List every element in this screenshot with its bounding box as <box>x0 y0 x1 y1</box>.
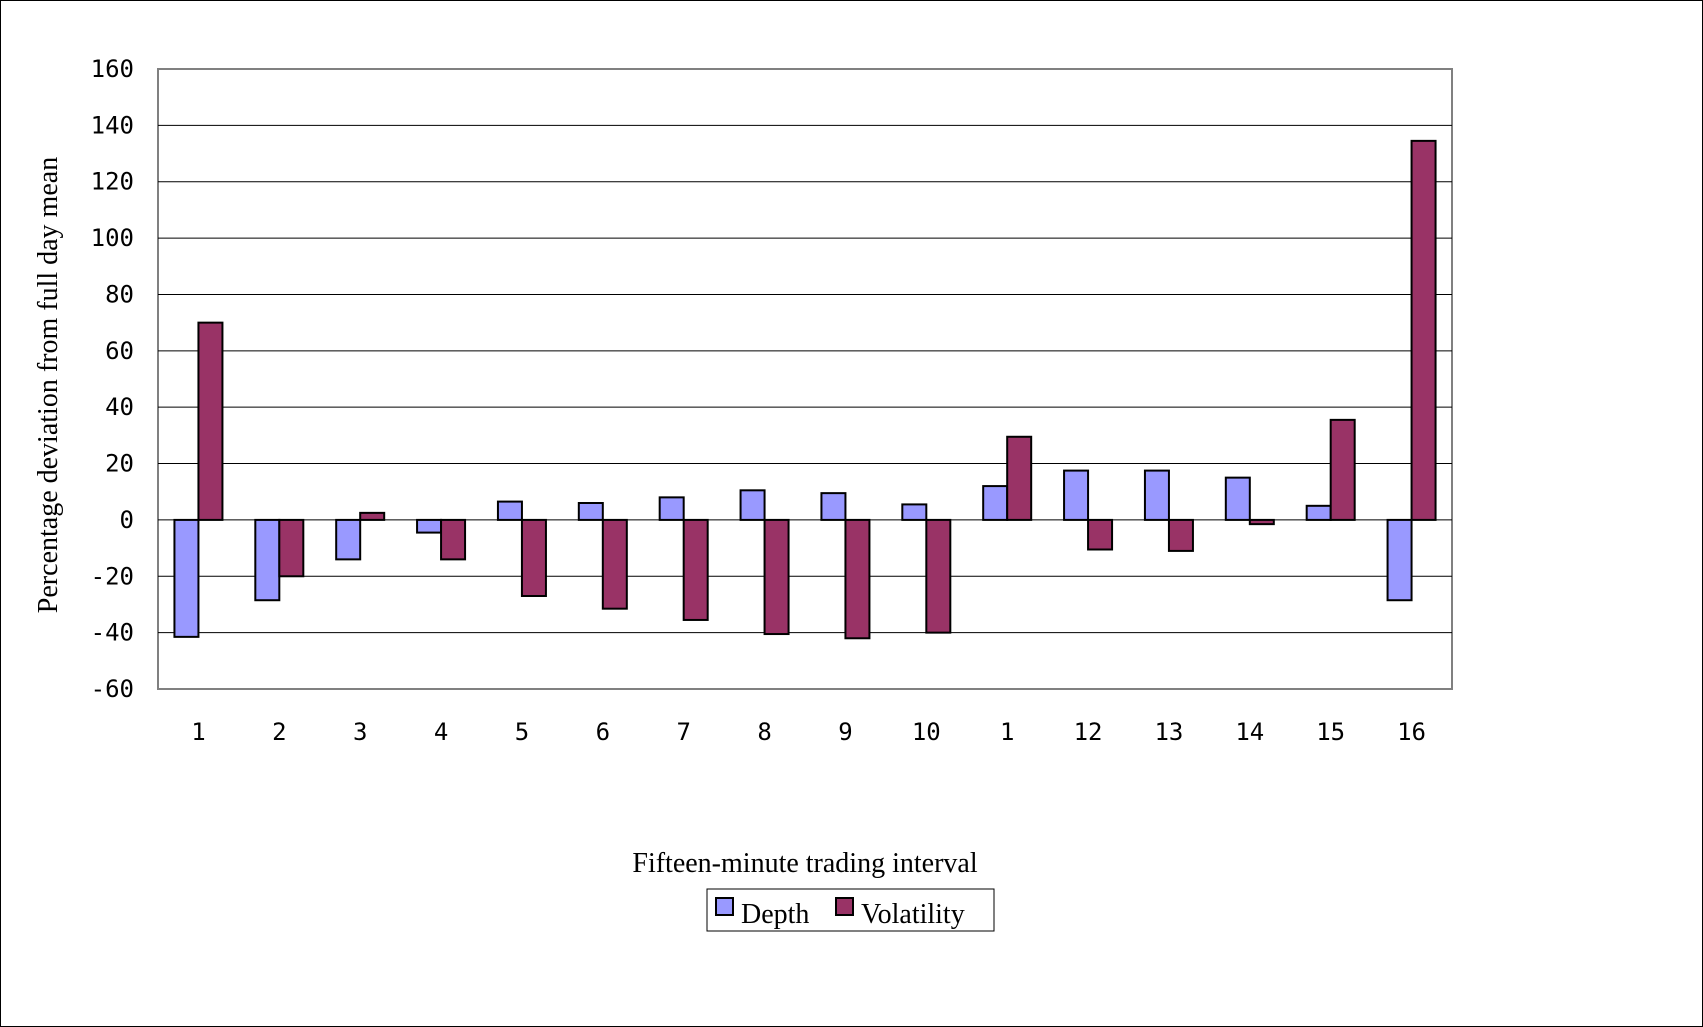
x-axis-label: Fifteen-minute trading interval <box>632 848 977 879</box>
y-axis-label: Percentage deviation from full day mean <box>33 157 64 613</box>
bar-volatility <box>844 518 871 640</box>
bar-volatility <box>601 518 628 610</box>
y-tick-label: 0 <box>120 506 134 534</box>
bar-volatility <box>1006 435 1033 521</box>
y-tick-label: 160 <box>91 55 134 83</box>
bars <box>173 139 1437 640</box>
bar-depth <box>901 503 928 521</box>
x-tick-labels: 1 2 3 4 5 6 7 8 9 10 1 12 13 14 15 16 <box>191 718 1426 746</box>
y-tick-label: 100 <box>91 224 134 252</box>
x-tick-label: 6 <box>596 718 610 746</box>
bar-volatility <box>763 518 790 636</box>
y-tick-label: -20 <box>91 562 134 590</box>
x-tick-label: 16 <box>1397 718 1426 746</box>
bar-depth <box>1063 469 1090 521</box>
bar-volatility <box>1410 139 1437 521</box>
x-tick-label: 7 <box>676 718 690 746</box>
y-tick-labels: -60 -40 -20 0 20 40 60 80 100 120 140 160 <box>91 55 134 703</box>
bar-volatility <box>925 518 952 634</box>
legend-swatch-volatility <box>835 897 854 916</box>
plot-area <box>157 68 1453 690</box>
bar-depth <box>1143 469 1170 521</box>
legend-label-depth: Depth <box>741 899 809 930</box>
y-tick-label: -60 <box>91 675 134 703</box>
bar-depth <box>416 518 443 534</box>
y-tick-label: 40 <box>105 393 134 421</box>
y-tick-label: 20 <box>105 450 134 478</box>
bar-volatility <box>1329 418 1356 521</box>
bar-depth <box>577 502 604 521</box>
bar-volatility <box>520 518 547 598</box>
x-tick-label: 15 <box>1316 718 1345 746</box>
bar-depth <box>254 518 281 602</box>
gridlines <box>158 124 1452 634</box>
x-tick-label: 14 <box>1235 718 1264 746</box>
bar-volatility <box>1248 518 1275 526</box>
x-tick-label: 10 <box>912 718 941 746</box>
bar-depth <box>820 492 847 521</box>
bar-volatility <box>682 518 709 621</box>
legend: Depth Volatility <box>706 888 995 932</box>
legend-swatch-depth <box>715 897 734 916</box>
x-tick-label: 9 <box>838 718 852 746</box>
bar-depth <box>739 489 766 521</box>
y-tick-label: 60 <box>105 337 134 365</box>
x-tick-label: 1 <box>191 718 205 746</box>
bar-depth <box>1224 476 1251 521</box>
bar-volatility <box>1087 518 1114 551</box>
x-tick-label: 1 <box>1000 718 1014 746</box>
x-tick-label: 2 <box>272 718 286 746</box>
y-tick-label: 120 <box>91 168 134 196</box>
x-tick-label: 8 <box>757 718 771 746</box>
x-tick-label: 3 <box>353 718 367 746</box>
bar-volatility <box>1167 518 1194 552</box>
x-tick-label: 4 <box>434 718 448 746</box>
legend-label-volatility: Volatility <box>861 899 965 930</box>
x-tick-label: 12 <box>1074 718 1103 746</box>
y-tick-label: 140 <box>91 111 134 139</box>
bar-volatility <box>278 518 305 578</box>
bar-depth <box>173 518 200 638</box>
bar-depth <box>1305 504 1332 521</box>
x-tick-label: 5 <box>515 718 529 746</box>
y-tick-label: 80 <box>105 280 134 308</box>
bar-volatility <box>440 518 467 561</box>
bar-depth <box>496 500 523 521</box>
bar-volatility <box>359 511 386 521</box>
bar-volatility <box>197 321 224 521</box>
y-tick-label: -40 <box>91 619 134 647</box>
x-tick-label: 13 <box>1154 718 1183 746</box>
bar-depth <box>1386 518 1413 602</box>
bar-depth <box>982 485 1009 521</box>
bar-depth <box>658 496 685 521</box>
bar-depth <box>335 518 362 561</box>
